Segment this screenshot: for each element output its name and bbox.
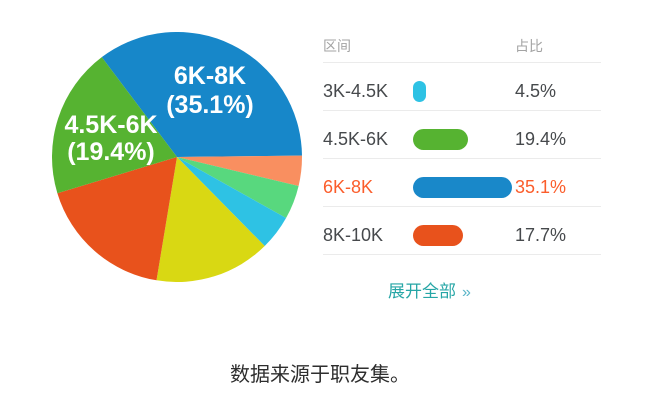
- table-row[interactable]: 6K-8K 35.1%: [323, 159, 601, 207]
- table-header: 区间 占比: [323, 30, 601, 63]
- pie-slice-unlabeled[interactable]: [177, 157, 299, 219]
- table-row[interactable]: 8K-10K 17.7%: [323, 207, 601, 255]
- expand-all-link[interactable]: 展开全部 »: [388, 282, 471, 301]
- data-source-caption: 数据来源于职友集。: [230, 364, 410, 386]
- table-row[interactable]: 3K-4.5K 4.5%: [323, 63, 601, 111]
- legend-bar-cell: [413, 128, 515, 150]
- interval-label: 4.5K-6K: [323, 128, 389, 149]
- legend-bar: [413, 176, 512, 198]
- column-header-share: 占比: [515, 38, 543, 54]
- pie-slice-unlabeled[interactable]: [177, 155, 302, 186]
- expand-all-row: 展开全部 »: [323, 255, 601, 302]
- interval-label: 3K-4.5K: [323, 80, 389, 101]
- pie-slice-8k-10k[interactable]: [57, 157, 177, 281]
- distribution-table: 区间 占比 3K-4.5K 4.5% 4.5K-6K 19.4% 6K-8K 3…: [323, 30, 601, 302]
- share-value: 4.5%: [515, 80, 557, 101]
- pie-slice-6k-8k[interactable]: [101, 32, 302, 157]
- pie-chart[interactable]: [52, 32, 302, 282]
- legend-bar: [413, 224, 463, 246]
- legend-bar: [413, 128, 468, 150]
- interval-label: 6K-8K: [323, 176, 374, 197]
- legend-bar: [413, 80, 426, 102]
- expand-all-label: 展开全部: [388, 282, 456, 301]
- share-value: 19.4%: [515, 128, 567, 149]
- pie-slice-4-5k-6k[interactable]: [52, 57, 177, 194]
- share-value: 35.1%: [515, 176, 567, 197]
- pie-slice-3k-4-5k[interactable]: [177, 157, 287, 247]
- legend-bar-cell: [413, 224, 515, 246]
- column-header-interval: 区间: [323, 38, 351, 54]
- pie-slice-unlabeled[interactable]: [156, 157, 265, 282]
- share-value: 17.7%: [515, 224, 567, 245]
- legend-bar-cell: [413, 176, 515, 198]
- interval-label: 8K-10K: [323, 224, 384, 245]
- legend-bar-cell: [413, 80, 515, 102]
- table-row[interactable]: 4.5K-6K 19.4%: [323, 111, 601, 159]
- double-chevron-right-icon: »: [462, 284, 471, 301]
